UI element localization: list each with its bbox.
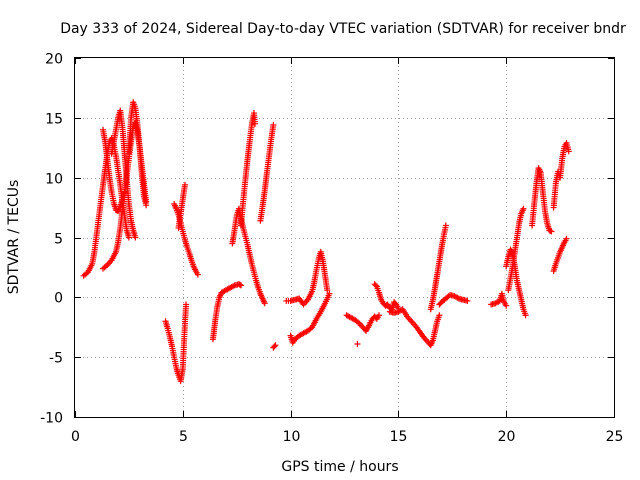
axis-ticks: 0 5 10 15 20 25 -10 -5 0 5 10 15 20: [40, 52, 623, 446]
series-arc-5: [125, 99, 150, 209]
data-point: [194, 271, 201, 278]
data-point: [565, 148, 572, 155]
data-marks: [80, 99, 572, 385]
series-arc-21: [436, 291, 471, 308]
grid: [75, 58, 614, 417]
data-point: [503, 302, 510, 309]
data-point: [143, 202, 150, 209]
x-tick-label: 20: [498, 429, 516, 445]
series-arc-17: [354, 341, 361, 348]
series-arc-12: [257, 122, 277, 224]
x-tick-label: 25: [606, 429, 624, 445]
series-arc-18: [371, 281, 402, 313]
data-point: [522, 312, 529, 319]
series-arc-6: [162, 301, 190, 385]
y-tick-label: 10: [45, 172, 63, 188]
data-point: [252, 120, 259, 127]
data-point: [354, 341, 361, 348]
y-tick-label: 15: [45, 112, 63, 128]
x-tick-label: 15: [390, 429, 408, 445]
data-point: [442, 222, 449, 229]
data-point: [181, 181, 188, 188]
series-arc-7: [171, 200, 201, 278]
data-point: [132, 234, 139, 241]
series-arc-25: [529, 165, 555, 235]
series-arc-14: [283, 248, 331, 308]
data-point: [464, 297, 471, 304]
series-arc-9: [209, 281, 245, 343]
series-arc-20: [427, 222, 449, 313]
y-axis-label: SDTVAR / TECUs: [6, 180, 22, 295]
x-axis-label: GPS time / hours: [281, 459, 398, 475]
y-tick-label: 5: [54, 232, 63, 248]
data-point: [324, 287, 331, 294]
x-tick-label: 0: [71, 429, 80, 445]
series-arc-15: [287, 290, 333, 346]
data-point: [125, 234, 132, 241]
chart-title: Day 333 of 2024, Sidereal Day-to-day VTE…: [60, 21, 626, 37]
data-point: [183, 301, 190, 308]
series-arc-8: [175, 181, 188, 231]
series-arc-26: [550, 139, 572, 211]
y-tick-label: 20: [45, 52, 63, 68]
series-arc-19: [386, 306, 443, 349]
series-arc-22: [488, 290, 510, 309]
y-tick-label: 0: [54, 291, 63, 307]
series-arc-11: [238, 110, 259, 229]
y-tick-label: -10: [40, 411, 63, 427]
data-point: [271, 343, 278, 350]
data-point: [563, 235, 570, 242]
data-point: [548, 228, 555, 235]
data-point: [372, 282, 379, 289]
series-arc-27: [550, 235, 570, 275]
x-tick-label: 5: [179, 429, 188, 445]
data-point: [326, 290, 333, 297]
data-point: [520, 205, 527, 212]
data-point: [261, 300, 268, 307]
x-tick-label: 10: [283, 429, 301, 445]
series-arc-16: [343, 312, 382, 334]
data-point: [270, 122, 277, 129]
data-point: [375, 312, 382, 319]
series-arc-13: [270, 342, 279, 351]
y-tick-label: -5: [49, 351, 63, 367]
plot-frame: [74, 57, 615, 418]
data-point: [238, 282, 245, 289]
data-point: [436, 312, 443, 319]
series-arc-24: [505, 205, 527, 294]
data-point: [272, 342, 279, 349]
series-arc-3: [100, 119, 150, 272]
